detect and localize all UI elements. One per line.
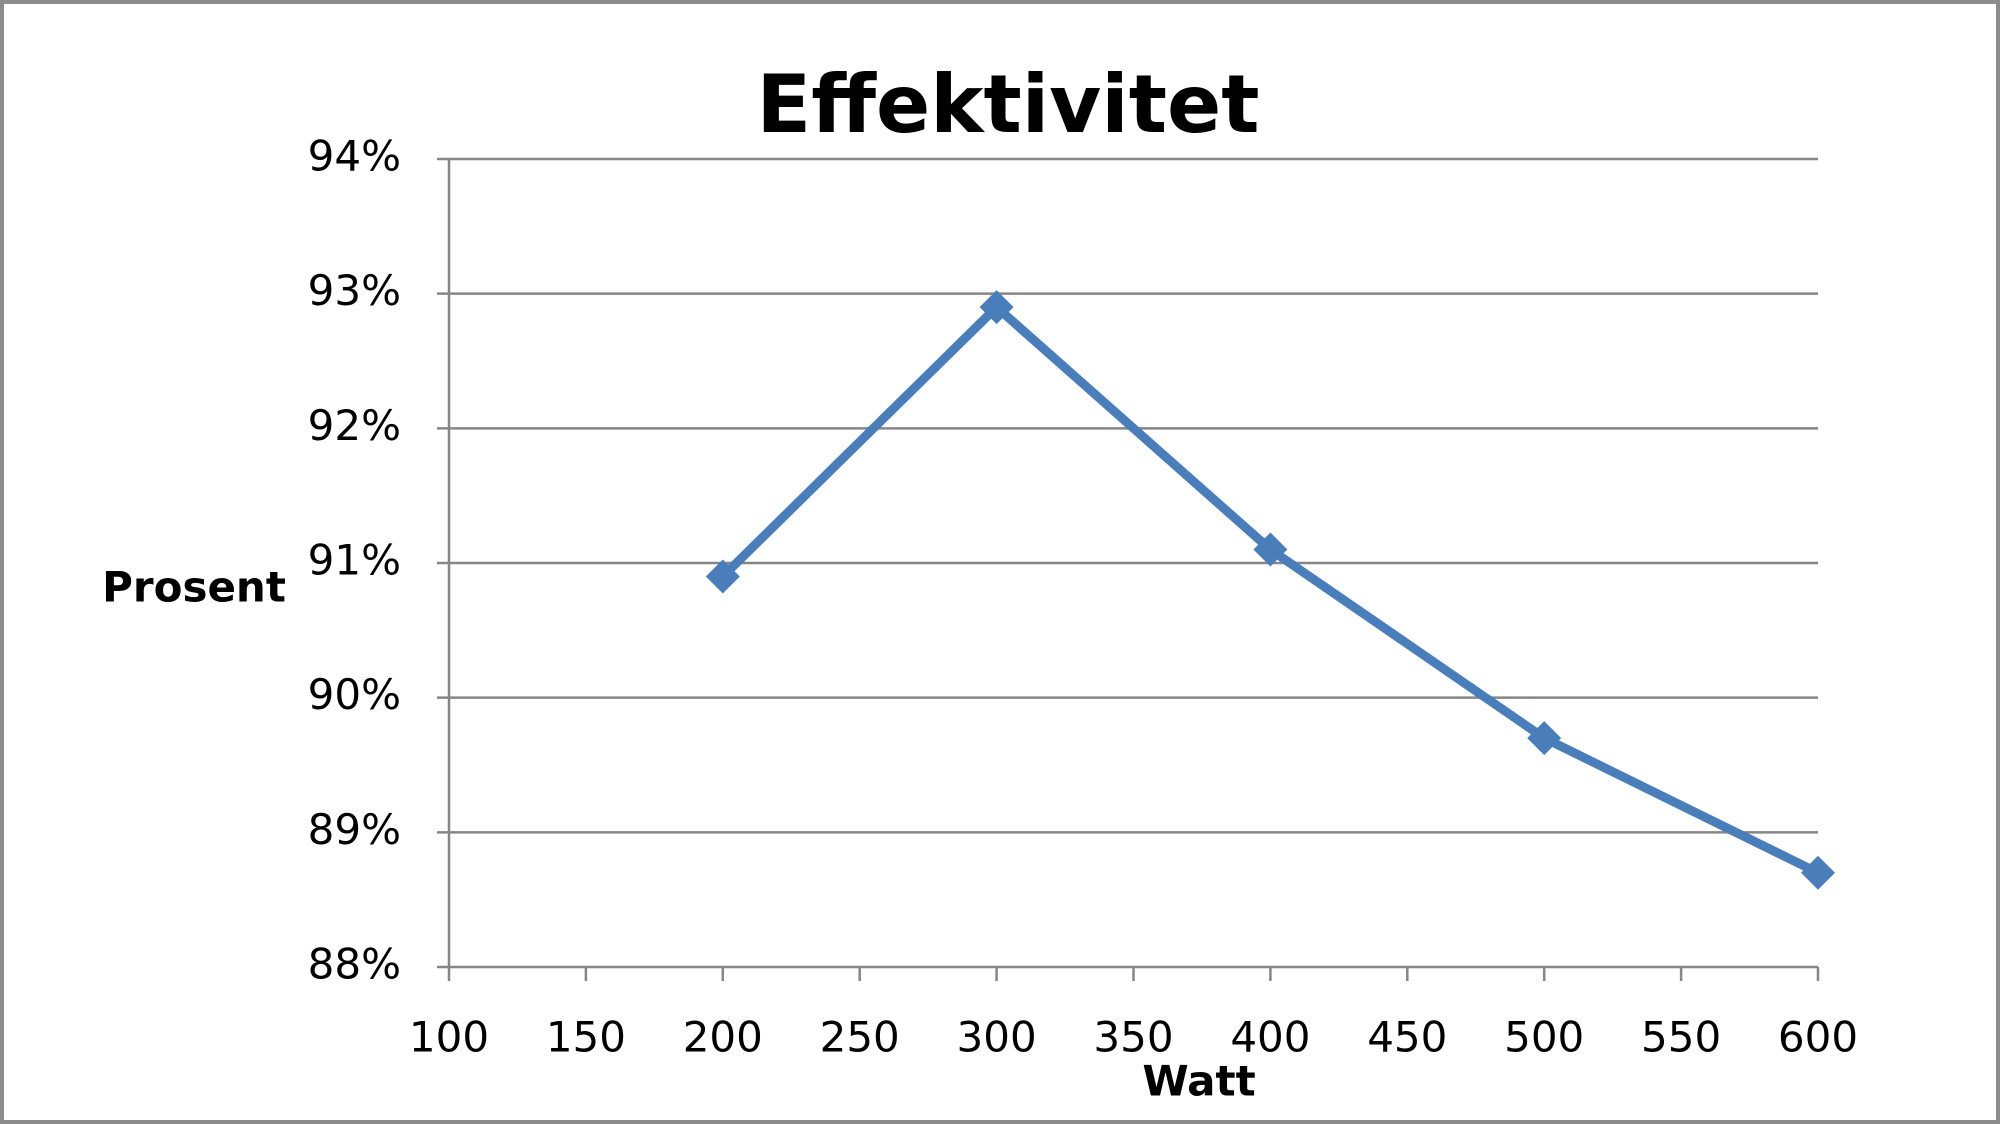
y-tick-label: 92% bbox=[308, 401, 401, 450]
data-marker bbox=[705, 559, 740, 594]
x-axis-title: Watt bbox=[1142, 1057, 1255, 1106]
data-marker bbox=[1253, 532, 1288, 567]
x-tick-label: 400 bbox=[1230, 1013, 1310, 1062]
x-tick-label: 300 bbox=[957, 1013, 1037, 1062]
x-tick-label: 350 bbox=[1093, 1013, 1173, 1062]
y-tick-label: 90% bbox=[308, 670, 401, 719]
y-tick-label: 88% bbox=[308, 940, 401, 989]
x-tick-label: 200 bbox=[683, 1013, 763, 1062]
chart-title: Effektivitet bbox=[757, 58, 1260, 151]
y-tick-label: 91% bbox=[308, 536, 401, 585]
y-tick-label: 94% bbox=[308, 132, 401, 181]
y-tick-label: 93% bbox=[308, 266, 401, 315]
y-tick-label: 89% bbox=[308, 805, 401, 854]
x-tick-label: 500 bbox=[1504, 1013, 1584, 1062]
x-tick-label: 100 bbox=[409, 1013, 489, 1062]
x-tick-label: 550 bbox=[1641, 1013, 1721, 1062]
x-tick-label: 450 bbox=[1367, 1013, 1447, 1062]
x-tick-label: 600 bbox=[1778, 1013, 1858, 1062]
data-marker bbox=[979, 290, 1014, 325]
x-tick-label: 250 bbox=[820, 1013, 900, 1062]
data-marker bbox=[1527, 721, 1562, 756]
data-marker bbox=[1801, 855, 1835, 890]
y-axis-title: Prosent bbox=[102, 563, 286, 612]
x-tick-label: 150 bbox=[546, 1013, 626, 1062]
